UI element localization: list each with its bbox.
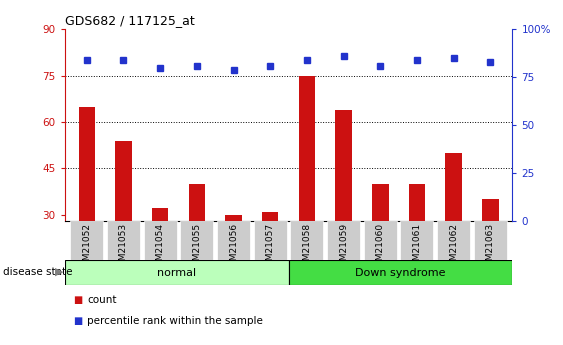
Text: GSM21062: GSM21062 [449, 223, 458, 272]
Text: GSM21052: GSM21052 [82, 223, 91, 272]
Text: GSM21061: GSM21061 [413, 223, 422, 272]
Bar [78, 107, 95, 221]
Text: GDS682 / 117125_at: GDS682 / 117125_at [65, 14, 194, 27]
Text: disease state: disease state [3, 267, 72, 277]
FancyBboxPatch shape [364, 221, 397, 260]
Bar [372, 184, 388, 221]
FancyBboxPatch shape [107, 221, 140, 260]
Bar [225, 215, 242, 221]
Text: normal: normal [157, 268, 196, 277]
Text: percentile rank within the sample: percentile rank within the sample [87, 316, 263, 326]
Text: ■: ■ [73, 316, 82, 326]
Bar [152, 208, 168, 221]
FancyBboxPatch shape [144, 221, 177, 260]
Bar [289, 260, 512, 285]
Text: GSM21055: GSM21055 [193, 223, 202, 272]
Text: ▶: ▶ [55, 267, 64, 277]
Bar [115, 140, 132, 221]
Text: GSM21054: GSM21054 [155, 223, 164, 272]
FancyBboxPatch shape [327, 221, 360, 260]
Text: GSM21059: GSM21059 [339, 223, 348, 272]
Text: ■: ■ [73, 295, 82, 305]
Bar [336, 110, 352, 221]
FancyBboxPatch shape [437, 221, 470, 260]
FancyBboxPatch shape [180, 221, 213, 260]
Bar [262, 211, 279, 221]
FancyBboxPatch shape [254, 221, 287, 260]
Bar [409, 184, 425, 221]
Text: GSM21053: GSM21053 [119, 223, 128, 272]
Text: GSM21056: GSM21056 [229, 223, 238, 272]
Text: GSM21058: GSM21058 [302, 223, 311, 272]
FancyBboxPatch shape [400, 221, 434, 260]
Text: GSM21057: GSM21057 [266, 223, 275, 272]
Bar [482, 199, 499, 221]
Bar [65, 260, 289, 285]
Text: GSM21063: GSM21063 [486, 223, 495, 272]
Text: Down syndrome: Down syndrome [355, 268, 446, 277]
FancyBboxPatch shape [291, 221, 323, 260]
FancyBboxPatch shape [70, 221, 103, 260]
Text: count: count [87, 295, 117, 305]
Bar [189, 184, 205, 221]
Bar [445, 153, 462, 221]
Text: GSM21060: GSM21060 [376, 223, 385, 272]
FancyBboxPatch shape [217, 221, 250, 260]
FancyBboxPatch shape [474, 221, 507, 260]
Bar [298, 76, 315, 221]
